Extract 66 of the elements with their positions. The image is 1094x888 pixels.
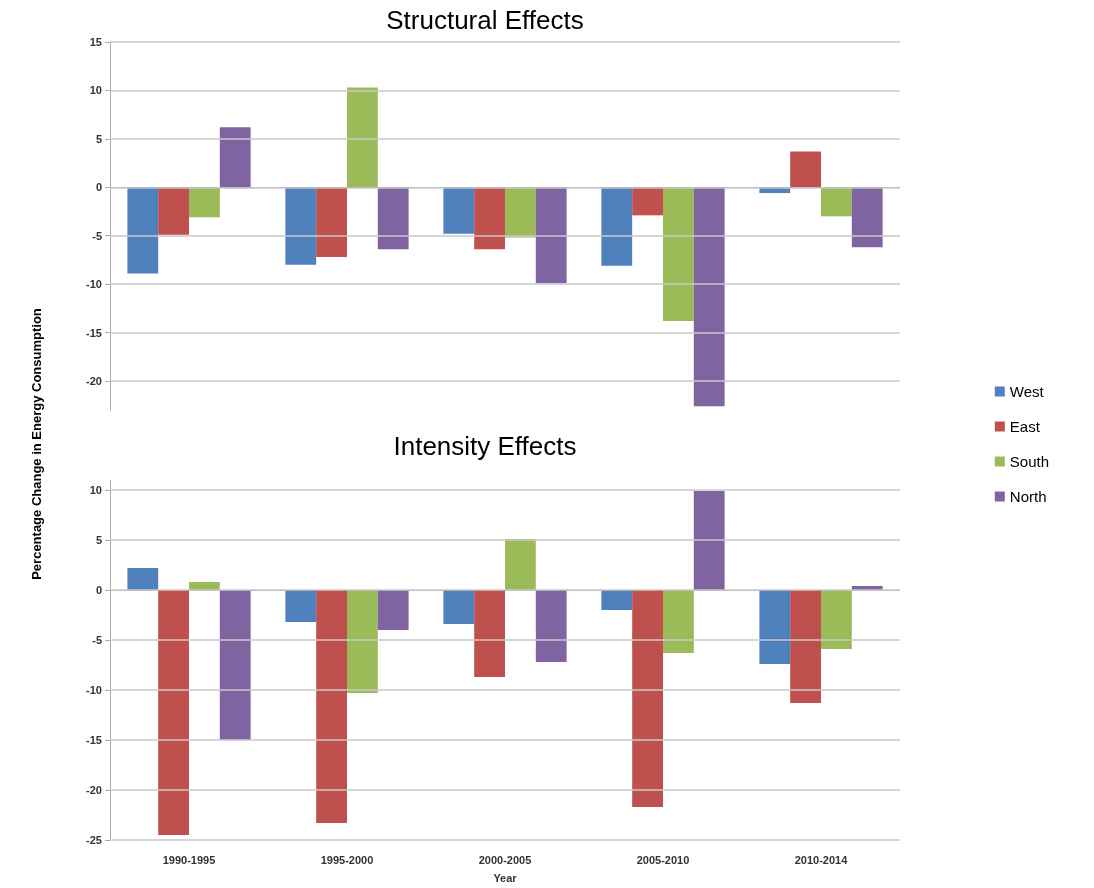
y-tick-label: 5 [95, 132, 102, 145]
bar [535, 187, 567, 284]
bar [474, 590, 505, 677]
bar [158, 590, 189, 835]
bar [790, 151, 821, 188]
y-axis-title: Percentage Change in Energy Consumption [29, 308, 44, 580]
bar [821, 590, 852, 649]
bar [790, 590, 821, 703]
y-tick-label: -10 [86, 684, 102, 696]
bar [601, 187, 633, 266]
x-tick-label: 2000-2005 [478, 853, 532, 866]
bar [601, 590, 633, 610]
legend-label: North [1009, 488, 1047, 505]
x-tick-label: 2010-2014 [794, 853, 849, 866]
x-axis-title: Year [493, 871, 518, 884]
y-tick-label: -10 [86, 278, 102, 291]
legend-label: East [1009, 418, 1041, 435]
bar [821, 187, 852, 217]
legend-label: South [1009, 453, 1049, 470]
y-tick-label: -20 [86, 784, 102, 796]
bar [632, 187, 663, 216]
x-tick-label: 1990-1995 [162, 853, 216, 866]
bar [505, 539, 536, 590]
bar [285, 590, 317, 622]
chart-title: Structural Effects [386, 5, 584, 35]
bar [443, 187, 475, 234]
bar [285, 187, 317, 265]
bar [759, 590, 791, 664]
y-tick-label: 5 [95, 534, 102, 546]
bar [158, 187, 189, 235]
y-tick-label: 0 [95, 584, 102, 596]
y-tick-label: -15 [86, 326, 102, 339]
bar [316, 187, 347, 257]
bar [693, 187, 725, 407]
x-tick-label: 1995-2000 [320, 853, 374, 866]
legend-label: West [1009, 383, 1045, 400]
bar [443, 590, 475, 624]
bar [663, 590, 694, 653]
bar [474, 187, 505, 250]
bar [316, 590, 347, 823]
bar [347, 590, 378, 693]
bar [851, 187, 883, 248]
y-tick-label: -15 [86, 734, 102, 746]
x-tick-label: 2005-2010 [636, 853, 690, 866]
bar [127, 568, 159, 590]
chart-title: Intensity Effects [393, 431, 577, 461]
bar [219, 127, 251, 188]
bar [219, 590, 251, 740]
y-tick-label: -20 [86, 374, 102, 387]
y-tick-label: 10 [89, 84, 102, 97]
bar [189, 187, 220, 218]
bar [535, 590, 567, 662]
bar [663, 187, 694, 321]
y-tick-label: -25 [86, 834, 102, 846]
y-tick-label: -5 [92, 634, 102, 646]
bar [347, 87, 378, 188]
y-tick-label: 15 [89, 36, 102, 48]
bar [505, 187, 536, 238]
y-tick-label: 0 [95, 181, 102, 194]
bar [693, 491, 725, 590]
bar [632, 590, 663, 807]
bar [377, 187, 409, 250]
y-tick-label: -5 [92, 229, 102, 242]
bar [127, 187, 159, 274]
bar [377, 590, 409, 630]
y-tick-label: 10 [89, 484, 102, 496]
